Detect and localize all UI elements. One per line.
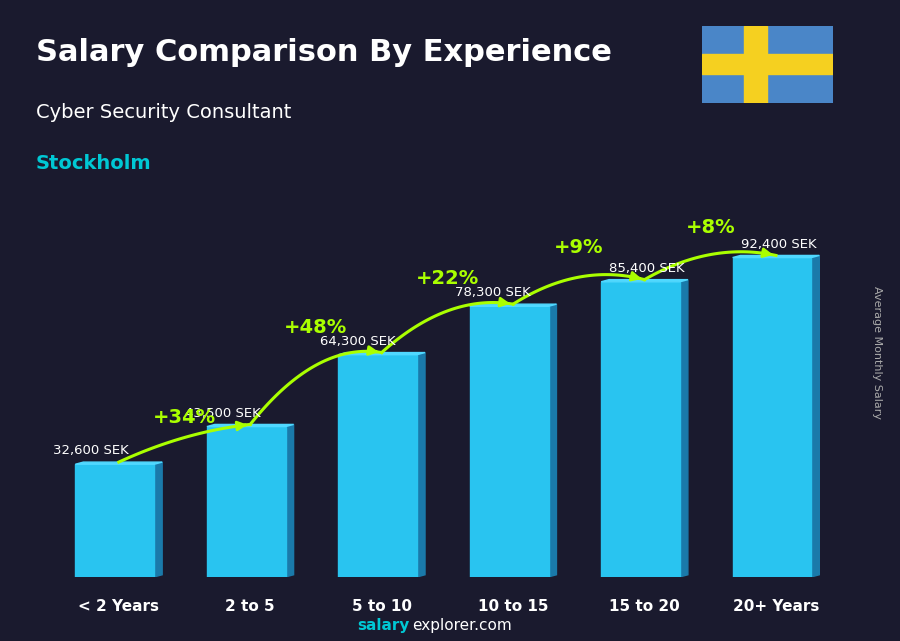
Polygon shape (76, 462, 162, 464)
Text: 10 to 15: 10 to 15 (478, 599, 548, 614)
Text: Stockholm: Stockholm (36, 154, 151, 173)
Text: 20+ Years: 20+ Years (733, 599, 819, 614)
Polygon shape (154, 462, 162, 577)
Bar (743, 26, 767, 103)
Polygon shape (285, 424, 293, 577)
Text: salary: salary (357, 618, 410, 633)
Bar (702, 54, 832, 74)
Polygon shape (680, 279, 688, 577)
Bar (338, 354, 417, 577)
Text: 5 to 10: 5 to 10 (352, 599, 411, 614)
Bar (470, 306, 549, 577)
Text: 43,500 SEK: 43,500 SEK (184, 406, 260, 420)
Bar (733, 258, 812, 577)
Text: +34%: +34% (153, 408, 216, 426)
Text: 15 to 20: 15 to 20 (609, 599, 680, 614)
Text: +9%: +9% (554, 238, 604, 257)
Polygon shape (417, 353, 425, 577)
Text: Cyber Security Consultant: Cyber Security Consultant (36, 103, 292, 122)
Text: 32,600 SEK: 32,600 SEK (53, 444, 129, 457)
Bar (76, 464, 154, 577)
Text: 85,400 SEK: 85,400 SEK (609, 262, 685, 275)
Text: < 2 Years: < 2 Years (78, 599, 159, 614)
Text: +48%: +48% (284, 318, 347, 337)
Text: 64,300 SEK: 64,300 SEK (320, 335, 396, 348)
Polygon shape (601, 279, 688, 282)
Text: explorer.com: explorer.com (412, 618, 512, 633)
Polygon shape (207, 424, 293, 426)
Text: 92,400 SEK: 92,400 SEK (741, 238, 816, 251)
Text: Salary Comparison By Experience: Salary Comparison By Experience (36, 38, 612, 67)
Bar (207, 426, 285, 577)
Text: +8%: +8% (686, 217, 735, 237)
Polygon shape (733, 255, 819, 258)
Text: +22%: +22% (416, 269, 479, 288)
Text: 78,300 SEK: 78,300 SEK (455, 287, 531, 299)
Text: Average Monthly Salary: Average Monthly Salary (872, 286, 883, 419)
Polygon shape (338, 353, 425, 354)
Polygon shape (470, 304, 556, 306)
Polygon shape (812, 255, 819, 577)
Text: 2 to 5: 2 to 5 (225, 599, 275, 614)
Bar (601, 282, 680, 577)
Polygon shape (549, 304, 556, 577)
